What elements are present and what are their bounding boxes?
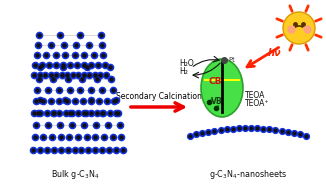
Circle shape <box>283 12 315 44</box>
Text: g-C$_3$N$_4$-nanosheets: g-C$_3$N$_4$-nanosheets <box>209 168 287 181</box>
Text: Bulk g-C$_3$N$_4$: Bulk g-C$_3$N$_4$ <box>51 168 99 181</box>
Text: Secondary Calcination: Secondary Calcination <box>116 92 202 101</box>
Text: VB: VB <box>211 97 223 106</box>
Text: H₂: H₂ <box>179 67 188 76</box>
Text: hν: hν <box>268 48 282 58</box>
Text: TEOA: TEOA <box>245 91 265 101</box>
Text: TEOA⁺: TEOA⁺ <box>245 99 270 108</box>
Text: e: e <box>210 98 213 102</box>
Ellipse shape <box>201 59 243 117</box>
Text: e: e <box>217 104 219 108</box>
Text: H₂O: H₂O <box>179 59 194 68</box>
Text: CB: CB <box>208 77 222 86</box>
Text: Pt: Pt <box>228 57 235 63</box>
